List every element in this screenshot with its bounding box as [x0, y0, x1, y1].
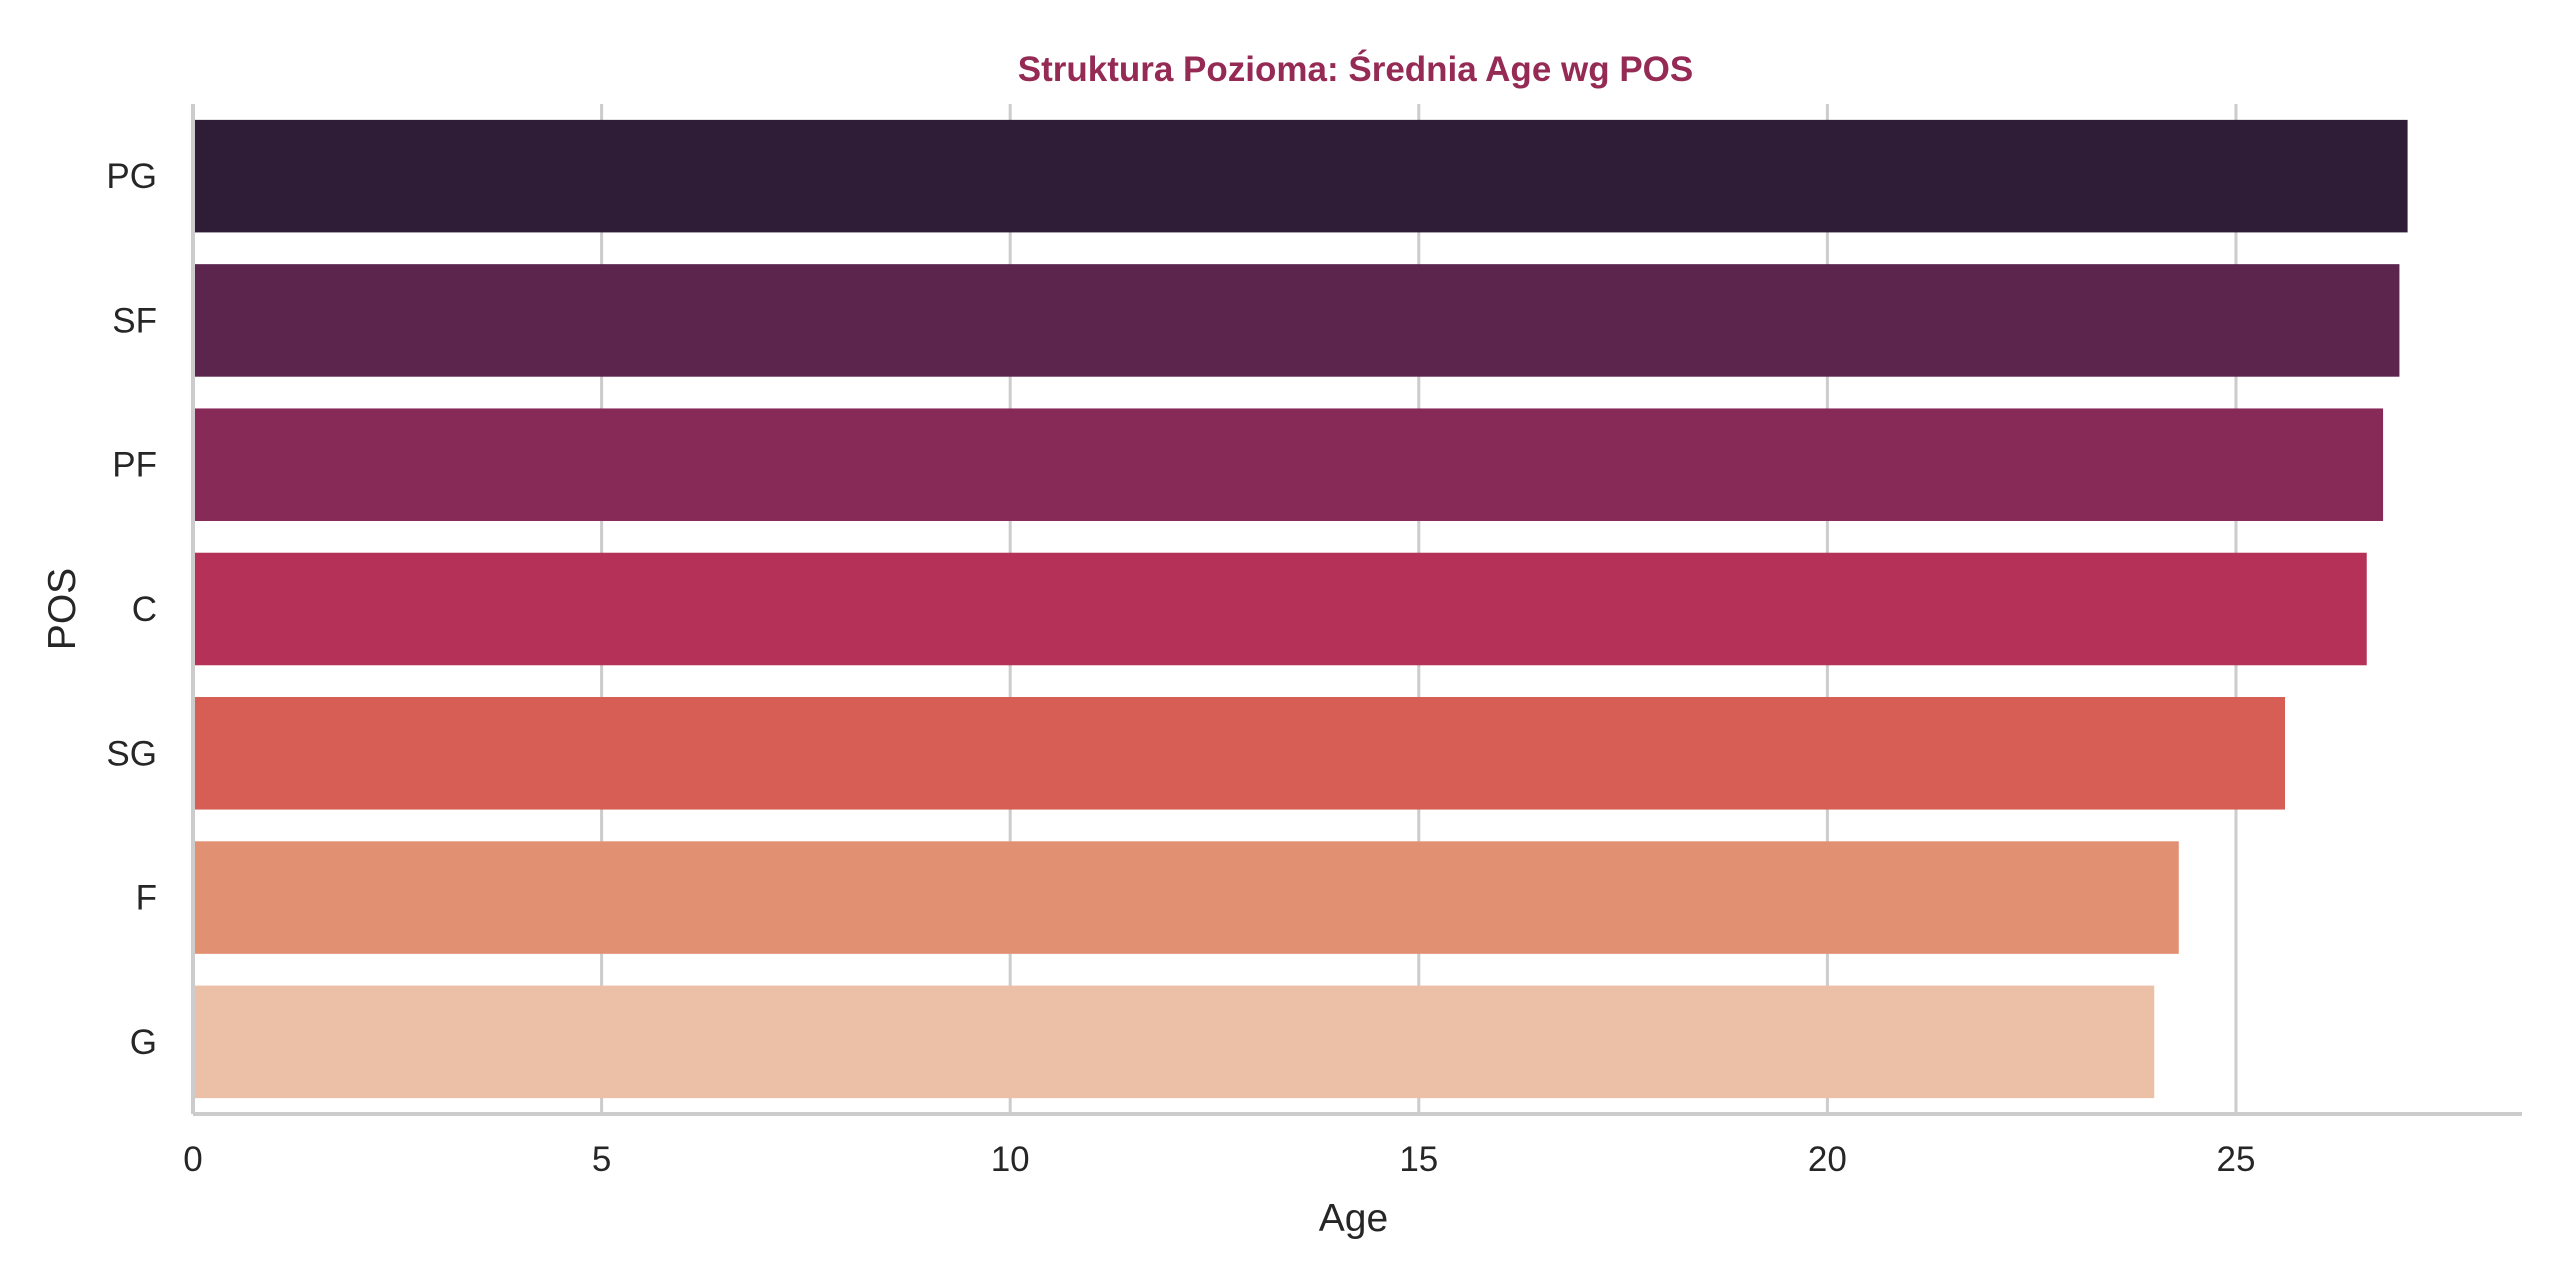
bar-c — [193, 552, 2367, 666]
y-tick-label-g: G — [130, 1023, 157, 1062]
x-tick-label: 10 — [991, 1140, 1030, 1179]
y-tick-labels: PG SF PF C SG F G — [106, 157, 157, 1062]
y-tick-label-c: C — [132, 590, 157, 629]
x-axis-label: Age — [1319, 1197, 1388, 1240]
y-tick-label-pf: PF — [112, 446, 157, 485]
y-tick-label-f: F — [136, 879, 157, 918]
bar-f — [193, 841, 2179, 954]
y-tick-label-pg: PG — [106, 157, 157, 196]
bar-g — [193, 985, 2155, 1099]
x-tick-label: 20 — [1808, 1140, 1847, 1179]
x-tick-label: 5 — [592, 1140, 611, 1179]
bar-sf — [193, 264, 2400, 377]
bar-pg — [193, 119, 2408, 233]
y-axis-label: POS — [41, 568, 84, 650]
bars — [193, 119, 2408, 1099]
x-tick-label: 15 — [1399, 1140, 1438, 1179]
y-tick-label-sf: SF — [112, 301, 157, 340]
x-tick-label: 25 — [2217, 1140, 2256, 1179]
bar-pf — [193, 408, 2384, 521]
y-tick-label-sg: SG — [106, 734, 157, 773]
x-tick-label: 0 — [183, 1140, 202, 1179]
bar-sg — [193, 697, 2286, 810]
chart-title: Struktura Pozioma: Średnia Age wg POS — [1018, 49, 1694, 89]
axes — [191, 104, 2522, 1116]
x-tick-labels: 0 5 10 15 20 25 — [183, 1140, 2255, 1179]
